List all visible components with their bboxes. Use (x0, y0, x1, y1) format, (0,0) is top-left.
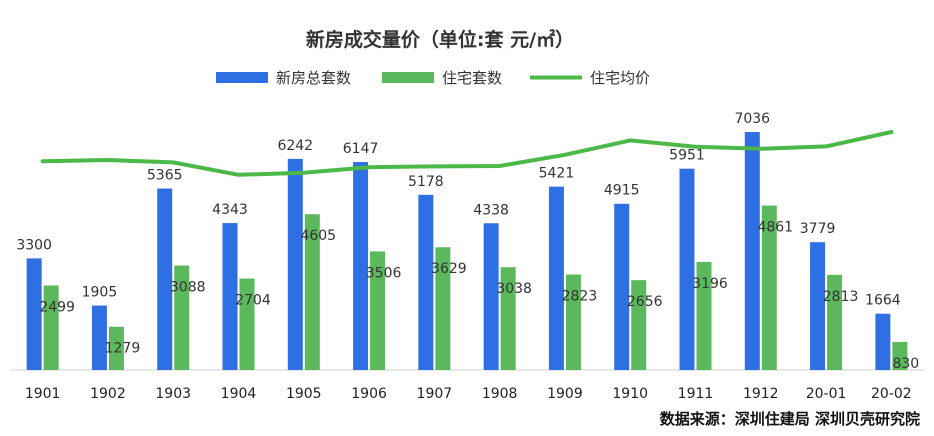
bar-total-1908 (483, 223, 499, 370)
tick-layer: 1901 1902 1903 1904 1905 1906 1907 1908 1909 1910… (25, 386, 912, 402)
bar-total-1911 (679, 168, 695, 370)
legend-label-price: 住宅均价 (590, 69, 650, 87)
line-average-price (40, 130, 894, 177)
bar-total-1909 (548, 186, 564, 370)
legend: 新房总套数 住宅套数 住宅均价 (216, 69, 650, 87)
bar-total-20-02 (875, 313, 891, 370)
bar-total-1902 (91, 305, 107, 370)
data-label-residential-1905: 4605 (300, 228, 336, 244)
x-tick-1906: 1906 (351, 386, 387, 402)
bar-residential-1902 (108, 326, 124, 370)
x-tick-1902: 1902 (90, 386, 126, 402)
data-label-total-1908: 4338 (473, 202, 509, 218)
data-label-residential-1903: 3088 (170, 280, 206, 296)
bar-residential-1903 (174, 265, 190, 370)
legend-swatch-total (216, 72, 268, 83)
bar-total-20-01 (810, 242, 826, 370)
x-tick-1903: 1903 (155, 386, 191, 402)
data-label-total-20-02: 1664 (865, 293, 901, 309)
bar-total-1906 (353, 162, 369, 370)
data-label-residential-1911: 3196 (692, 276, 728, 292)
line-layer (40, 130, 894, 177)
data-label-residential-1908: 3038 (496, 281, 532, 297)
bar-residential-1909 (565, 274, 581, 370)
bar-residential-1901 (43, 285, 59, 370)
data-label-residential-20-02: 830 (892, 356, 919, 372)
data-label-total-1904: 4343 (212, 202, 248, 218)
data-label-residential-20-01: 2813 (823, 289, 859, 305)
bar-residential-1906 (370, 251, 386, 370)
x-tick-1907: 1907 (417, 386, 453, 402)
legend-swatch-residential (382, 72, 434, 83)
data-label-total-1910: 4915 (604, 183, 640, 199)
data-label-total-1909: 5421 (539, 166, 575, 182)
bar-total-1904 (222, 223, 238, 370)
x-tick-1912: 1912 (743, 386, 779, 402)
bar-residential-20-02 (892, 341, 908, 370)
label-layer: 3300 2499 1905 1279 5365 3088 4343 2704 6242 4605… (16, 111, 919, 372)
data-label-total-20-01: 3779 (800, 221, 836, 237)
data-label-total-1902: 1905 (82, 285, 118, 301)
data-label-total-1905: 6242 (277, 138, 313, 154)
data-label-residential-1907: 3629 (431, 261, 467, 277)
x-tick-1910: 1910 (612, 386, 648, 402)
x-tick-1911: 1911 (678, 386, 714, 402)
bar-residential-1905 (304, 214, 320, 370)
bar-residential-1904 (239, 278, 255, 370)
data-label-total-1901: 3300 (16, 237, 52, 253)
bar-total-1907 (418, 194, 434, 370)
bar-residential-1911 (696, 261, 712, 370)
bar-total-1912 (744, 132, 760, 370)
data-label-residential-1901: 2499 (39, 299, 75, 315)
data-label-residential-1902: 1279 (105, 341, 141, 357)
source-note: 数据来源：深圳住建局 深圳贝壳研究院 (660, 410, 920, 428)
bar-residential-1907 (435, 247, 451, 370)
data-label-residential-1906: 3506 (366, 265, 402, 281)
bar-residential-1910 (631, 280, 647, 370)
data-label-total-1911: 5951 (669, 148, 705, 164)
bar-layer (26, 132, 908, 370)
x-tick-20-01: 20-01 (806, 386, 847, 402)
x-tick-20-02: 20-02 (871, 386, 912, 402)
bar-residential-20-01 (827, 274, 843, 370)
bar-residential-1908 (500, 267, 516, 370)
bar-total-1903 (157, 188, 173, 370)
x-tick-1901: 1901 (25, 386, 61, 402)
data-label-total-1912: 7036 (734, 111, 770, 127)
data-label-residential-1909: 2823 (562, 289, 598, 305)
x-tick-1909: 1909 (547, 386, 583, 402)
data-label-total-1903: 5365 (147, 168, 183, 184)
data-label-residential-1910: 2656 (627, 294, 663, 310)
x-tick-1904: 1904 (221, 386, 257, 402)
x-tick-1905: 1905 (286, 386, 322, 402)
bar-total-1905 (287, 158, 303, 370)
legend-label-total: 新房总套数 (276, 69, 351, 87)
data-label-total-1907: 5178 (408, 174, 444, 190)
bar-total-1901 (26, 258, 42, 370)
data-label-total-1906: 6147 (343, 141, 379, 157)
chart-title: 新房成交量价（单位:套 元/㎡） (306, 28, 574, 51)
data-label-residential-1912: 4861 (757, 220, 793, 236)
bar-residential-1912 (761, 205, 777, 370)
bar-total-1910 (614, 203, 630, 370)
legend-label-residential: 住宅套数 (442, 69, 502, 87)
x-tick-1908: 1908 (482, 386, 518, 402)
data-label-residential-1904: 2704 (235, 293, 271, 309)
